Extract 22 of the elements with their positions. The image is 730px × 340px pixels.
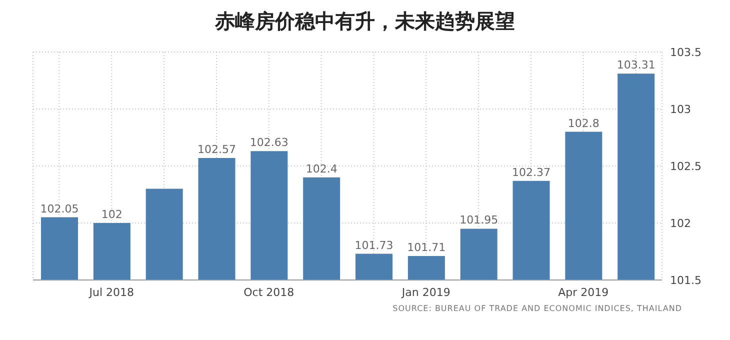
source-note: SOURCE: BUREAU OF TRADE AND ECONOMIC INDICES, THAILAND xyxy=(392,304,683,313)
y-tick-label: 103 xyxy=(670,102,691,116)
chart-title: 赤峰房价稳中有升，未来趋势展望 xyxy=(214,8,516,35)
data-label: 101.95 xyxy=(460,214,498,227)
y-tick-label: 103.5 xyxy=(670,46,702,59)
data-label: 101.71 xyxy=(407,241,446,254)
data-label: 102 xyxy=(101,208,122,221)
data-label: 102.57 xyxy=(198,143,236,156)
data-label: 103.31 xyxy=(616,58,656,72)
data-label: 102.63 xyxy=(250,136,288,150)
data-label: 102.8 xyxy=(568,116,600,130)
x-tick-label: Apr 2019 xyxy=(558,286,609,299)
data-label: 102.05 xyxy=(40,202,79,216)
data-label: 101.73 xyxy=(354,238,394,252)
y-tick-label: 102.5 xyxy=(670,160,702,173)
x-tick-label: Jul 2018 xyxy=(88,286,134,299)
data-label: 102.37 xyxy=(512,166,550,179)
data-label: 102.4 xyxy=(306,162,338,176)
y-tick-label: 102 xyxy=(670,216,691,230)
y-tick-label: 101.5 xyxy=(670,274,702,287)
x-tick-label: Oct 2018 xyxy=(244,286,294,299)
x-tick-label: Jan 2019 xyxy=(400,286,450,299)
